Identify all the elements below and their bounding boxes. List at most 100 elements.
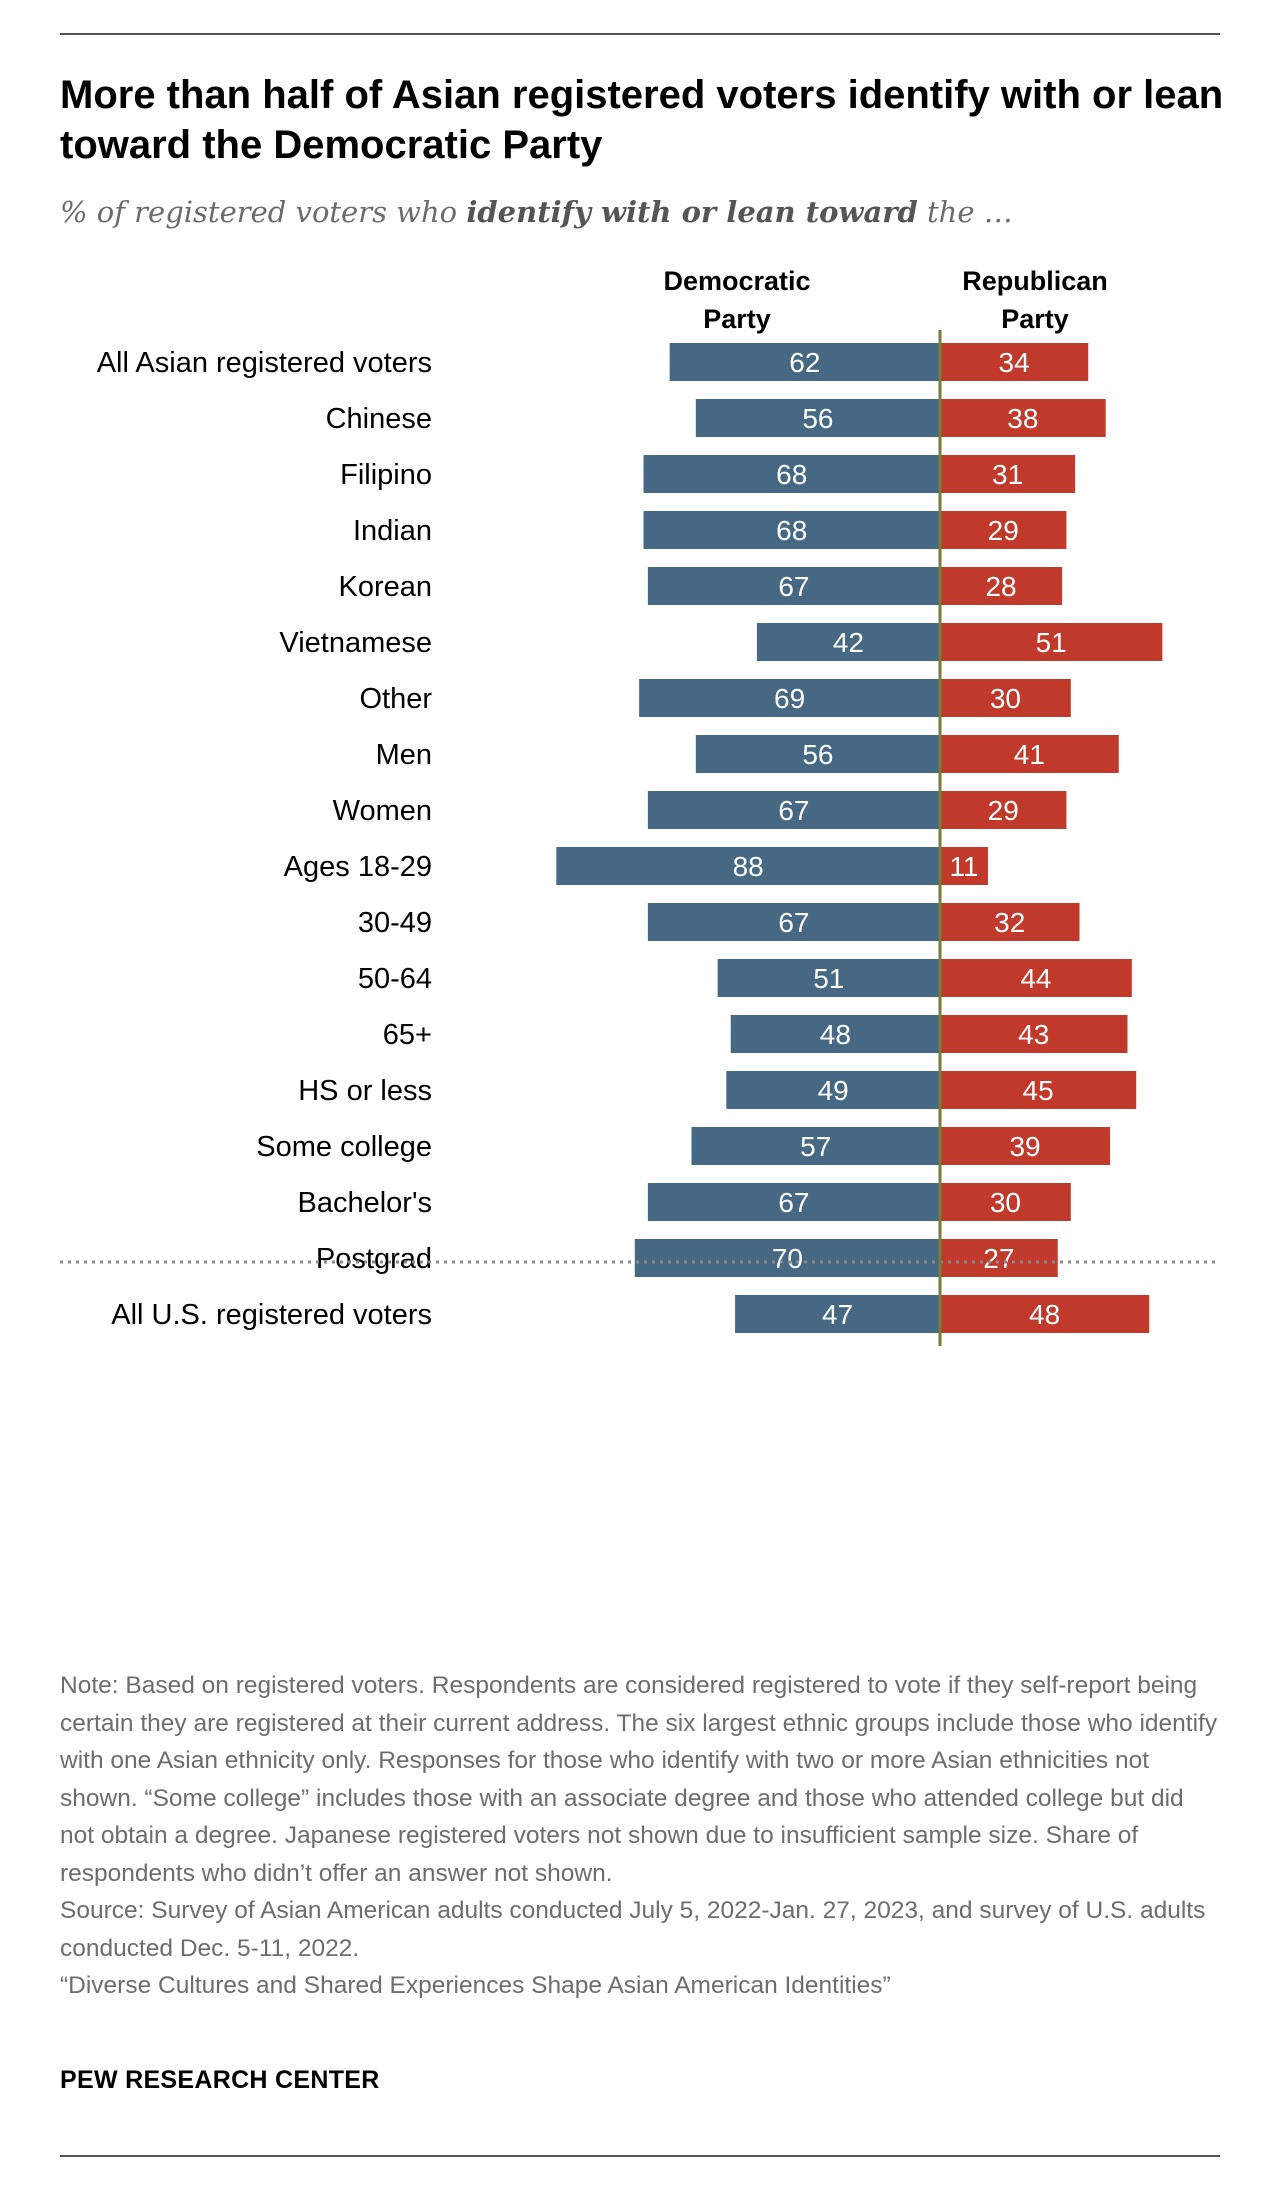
value-label-democratic-other: 69 (774, 683, 805, 714)
bar-republican-30-49 (940, 903, 1080, 941)
bar-republican-65 (940, 1015, 1128, 1053)
value-label-republican-women: 29 (988, 795, 1019, 826)
value-label-democratic-all-u-s-registered-voters: 47 (822, 1299, 853, 1330)
notes-block: Note: Based on registered voters. Respon… (60, 1667, 1220, 2005)
value-label-republican-postgrad: 27 (983, 1243, 1014, 1274)
subtitle-emphasis: identify with or lean toward (466, 195, 918, 229)
value-label-republican-men: 41 (1014, 739, 1045, 770)
value-label-republican-bachelor-s: 30 (990, 1187, 1021, 1218)
column-header-democratic: Democratic Party (663, 266, 810, 334)
bar-democratic-30-49 (647, 903, 940, 941)
value-label-republican-30-49: 32 (994, 907, 1025, 938)
bar-republican-ages-18-29 (940, 847, 988, 885)
subtitle-text-start: % of registered voters who (60, 195, 467, 229)
value-label-republican-hs-or-less: 45 (1023, 1075, 1054, 1106)
category-label-50-64: 50-64 (358, 963, 432, 995)
top-rule (60, 33, 1220, 35)
value-label-democratic-postgrad: 70 (772, 1243, 803, 1274)
value-label-republican-some-college: 39 (1009, 1131, 1040, 1162)
value-label-democratic-indian: 68 (776, 515, 807, 546)
bar-republican-hs-or-less (940, 1071, 1137, 1109)
value-label-democratic-bachelor-s: 67 (778, 1187, 809, 1218)
category-label-bachelor-s: Bachelor's (298, 1187, 433, 1219)
value-label-democratic-50-64: 51 (813, 963, 844, 994)
category-label-65: 65+ (383, 1019, 432, 1051)
column-header-republican: Republican Party (962, 266, 1108, 334)
category-label-some-college: Some college (256, 1131, 432, 1163)
category-label-ages-18-29: Ages 18-29 (284, 851, 432, 883)
bar-republican-all-asian-registered-voters (940, 343, 1089, 381)
report-title: “Diverse Cultures and Shared Experiences… (60, 1972, 891, 1999)
category-label-hs-or-less: HS or less (298, 1075, 432, 1107)
value-label-republican-chinese: 38 (1007, 403, 1038, 434)
bar-democratic-ages-18-29 (556, 847, 940, 885)
bottom-rule (60, 2155, 1220, 2157)
diverging-bar-chart: Democratic Party Republican Party 62 34 56 38 6… (60, 266, 1220, 1346)
category-label-all-u-s-registered-voters: All U.S. registered voters (111, 1299, 432, 1331)
bar-democratic-65 (730, 1015, 940, 1053)
note-text: Note: Based on registered voters. Respon… (60, 1672, 1218, 1887)
category-label-korean: Korean (338, 571, 432, 603)
value-label-democratic-all-asian-registered-voters: 62 (789, 347, 820, 378)
bar-republican-all-u-s-registered-voters (940, 1295, 1150, 1333)
bar-democratic-hs-or-less (726, 1071, 940, 1109)
value-label-republican-indian: 29 (988, 515, 1019, 546)
value-label-democratic-some-college: 57 (800, 1131, 831, 1162)
value-label-republican-all-u-s-registered-voters: 48 (1029, 1299, 1060, 1330)
bar-democratic-filipino (643, 455, 940, 493)
chart-subtitle: % of registered voters who identify with… (60, 195, 1013, 229)
category-label-postgrad: Postgrad (316, 1243, 432, 1275)
value-label-democratic-30-49: 67 (778, 907, 809, 938)
value-label-democratic-vietnamese: 42 (833, 627, 864, 658)
value-label-republican-ages-18-29: 11 (949, 851, 978, 882)
category-label-filipino: Filipino (340, 459, 432, 491)
bar-republican-men (940, 735, 1119, 773)
category-label-all-asian-registered-voters: All Asian registered voters (97, 347, 432, 379)
category-label-chinese: Chinese (326, 403, 432, 435)
category-label-women: Women (333, 795, 432, 827)
bar-democratic-chinese (695, 399, 940, 437)
bar-republican-other (940, 679, 1071, 717)
category-label-other: Other (359, 683, 432, 715)
bar-democratic-men (695, 735, 940, 773)
value-label-republican-50-64: 44 (1020, 963, 1051, 994)
bar-democratic-all-asian-registered-voters (669, 343, 940, 381)
bar-democratic-women (647, 791, 940, 829)
bar-republican-chinese (940, 399, 1106, 437)
category-label-vietnamese: Vietnamese (279, 627, 432, 659)
bar-republican-women (940, 791, 1067, 829)
value-label-democratic-hs-or-less: 49 (818, 1075, 849, 1106)
bar-democratic-all-u-s-registered-voters (735, 1295, 940, 1333)
bar-republican-indian (940, 511, 1067, 549)
bar-democratic-postgrad (634, 1239, 940, 1277)
value-label-democratic-65: 48 (820, 1019, 851, 1050)
value-label-republican-65: 43 (1018, 1019, 1049, 1050)
value-label-republican-other: 30 (990, 683, 1021, 714)
bar-republican-bachelor-s (940, 1183, 1071, 1221)
chart-title: More than half of Asian registered voter… (60, 73, 1224, 167)
value-label-democratic-men: 56 (802, 739, 833, 770)
value-label-democratic-korean: 67 (778, 571, 809, 602)
pew-research-center-logo: PEW RESEARCH CENTER (60, 2066, 380, 2094)
value-label-republican-vietnamese: 51 (1036, 627, 1067, 658)
category-labels: All Asian registered voters Chinese Filipi… (97, 347, 433, 1331)
bar-democratic-korean (647, 567, 940, 605)
bars-layer: 62 34 56 38 68 31 68 29 67 28 42 51 69 30 56 41 67 29 88 11… (556, 343, 1163, 1333)
bar-republican-vietnamese (940, 623, 1163, 661)
bar-republican-korean (940, 567, 1063, 605)
category-label-men: Men (376, 739, 432, 771)
bar-republican-50-64 (940, 959, 1132, 997)
bar-republican-some-college (940, 1127, 1111, 1165)
value-label-democratic-chinese: 56 (802, 403, 833, 434)
bar-democratic-bachelor-s (647, 1183, 940, 1221)
subtitle-text-end: the … (917, 195, 1013, 229)
value-label-republican-all-asian-registered-voters: 34 (999, 347, 1030, 378)
bar-democratic-other (639, 679, 940, 717)
bar-democratic-50-64 (717, 959, 940, 997)
category-label-indian: Indian (353, 515, 432, 547)
value-label-democratic-women: 67 (778, 795, 809, 826)
bar-democratic-some-college (691, 1127, 940, 1165)
value-label-democratic-ages-18-29: 88 (733, 851, 764, 882)
bar-republican-postgrad (940, 1239, 1058, 1277)
source-text: Source: Survey of Asian American adults … (60, 1897, 1206, 1962)
